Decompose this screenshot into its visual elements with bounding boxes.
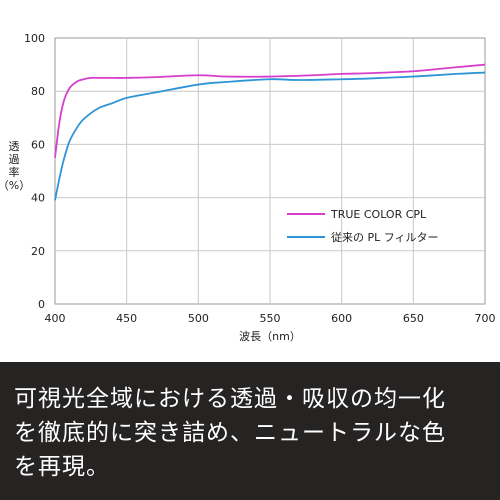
x-tick-label: 600 <box>331 312 352 325</box>
legend-label: TRUE COLOR CPL <box>330 208 427 221</box>
legend: TRUE COLOR CPL 従来の PL フィルター <box>287 208 439 244</box>
transmittance-chart: 400 450 500 550 600 650 700 0 20 40 60 80 100 透過率（%）… <box>0 32 496 343</box>
x-tick-label: 700 <box>475 312 496 325</box>
y-tick-label: 100 <box>24 32 45 45</box>
caption-line: を再現。 <box>14 454 110 480</box>
y-tick-label: 80 <box>31 85 45 98</box>
x-tick-label: 500 <box>188 312 209 325</box>
caption-line: 可視光全域における透過・吸収の均一化 <box>14 386 446 412</box>
y-tick-label: 0 <box>38 298 45 311</box>
x-tick-label: 450 <box>116 312 137 325</box>
series-line-1 <box>54 71 486 201</box>
legend-label: 従来の PL フィルター <box>331 231 439 244</box>
series-line-0 <box>54 63 486 158</box>
y-tick-label: 40 <box>31 192 45 205</box>
y-tick-label: 60 <box>31 138 45 151</box>
x-tick-label: 650 <box>403 312 424 325</box>
x-axis-label: 波長（nm） <box>239 330 301 343</box>
caption-panel: 可視光全域における透過・吸収の均一化 を徹底的に突き詰め、ニュートラルな色 を再… <box>0 362 500 500</box>
y-axis-label: 透過率（%） <box>0 140 30 192</box>
x-tick-label: 550 <box>260 312 281 325</box>
chart-panel: 400 450 500 550 600 650 700 0 20 40 60 80 100 透過率（%）… <box>0 32 496 343</box>
caption-line: を徹底的に突き詰め、ニュートラルな色 <box>14 420 446 446</box>
x-tick-label: 400 <box>45 312 66 325</box>
y-tick-label: 20 <box>31 245 45 258</box>
